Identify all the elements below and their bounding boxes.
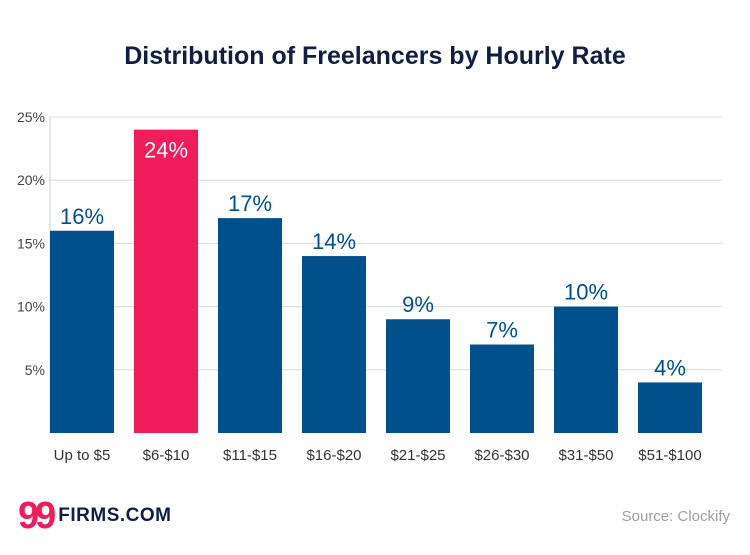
data-label: 9% bbox=[402, 292, 434, 317]
x-tick-label: $6-$10 bbox=[143, 447, 190, 464]
brand-logo: 99 FIRMS.COM bbox=[18, 496, 172, 536]
x-tick-label: $11-$15 bbox=[223, 447, 277, 464]
data-label: 14% bbox=[312, 229, 356, 254]
data-label: 7% bbox=[486, 318, 518, 343]
data-label: 4% bbox=[654, 355, 686, 380]
y-tick-label: 20% bbox=[17, 172, 45, 188]
x-tick-label: $16-$20 bbox=[306, 447, 361, 464]
x-tick-label: $51-$100 bbox=[638, 447, 701, 464]
x-tick-label: Up to $5 bbox=[54, 447, 111, 464]
bar bbox=[638, 382, 702, 433]
logo-mark: 99 bbox=[18, 495, 56, 537]
chart-title: Distribution of Freelancers by Hourly Ra… bbox=[124, 42, 626, 70]
data-label: 17% bbox=[228, 191, 272, 216]
logo-text: FIRMS.COM bbox=[58, 505, 172, 526]
bar bbox=[218, 218, 282, 433]
bar bbox=[386, 319, 450, 433]
x-tick-label: $21-$25 bbox=[390, 447, 445, 464]
data-label: 16% bbox=[60, 204, 104, 229]
y-tick-label: 15% bbox=[17, 235, 45, 251]
bar bbox=[50, 230, 114, 433]
x-tick-label: $31-$50 bbox=[558, 447, 613, 464]
data-label: 10% bbox=[564, 280, 608, 305]
bar bbox=[134, 129, 198, 433]
y-tick-label: 10% bbox=[17, 299, 45, 315]
data-label: 24% bbox=[144, 138, 188, 163]
bar bbox=[470, 344, 534, 433]
bar bbox=[554, 306, 618, 433]
x-tick-label: $26-$30 bbox=[474, 447, 529, 464]
y-tick-label: 5% bbox=[25, 362, 45, 378]
bar bbox=[302, 256, 366, 433]
y-tick-label: 25% bbox=[17, 109, 45, 125]
source-note: Source: Clockify bbox=[621, 508, 730, 525]
